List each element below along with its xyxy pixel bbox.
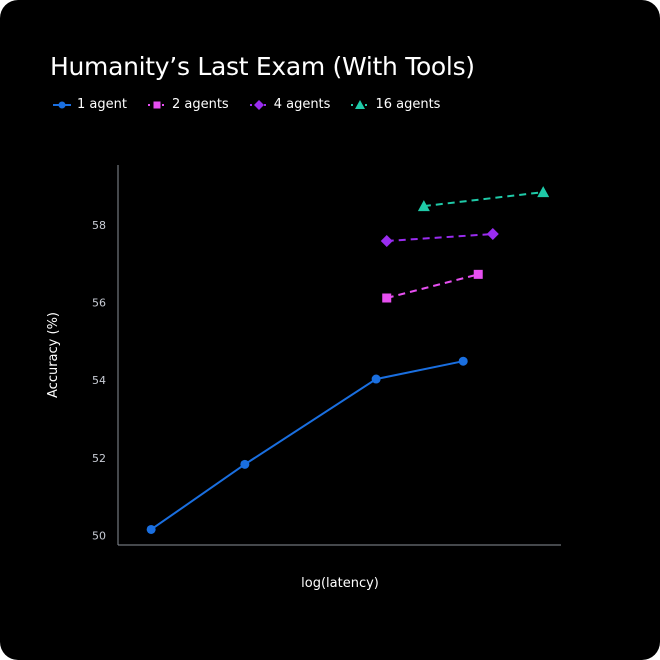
legend-item: 16 agents: [350, 97, 440, 112]
y-tick-label: 54: [92, 374, 106, 387]
data-point: [537, 186, 550, 198]
chart-title: Humanity’s Last Exam (With Tools): [50, 52, 475, 81]
data-point: [146, 524, 156, 534]
legend-label: 16 agents: [375, 97, 441, 112]
legend-item: 2 agents: [147, 97, 229, 112]
series-line: [423, 191, 544, 208]
series-4-agents: [380, 228, 499, 247]
series-line: [150, 360, 464, 531]
legend-label: 4 agents: [273, 97, 331, 112]
data-point: [380, 235, 393, 247]
data-point: [473, 269, 483, 279]
series-2-agents: [382, 269, 483, 303]
legend: 1 agent 2 agents 4 agents 16 agents: [52, 97, 440, 112]
data-point: [458, 356, 468, 366]
y-tick-label: 58: [92, 219, 106, 232]
series-line: [386, 233, 493, 242]
x-axis-label: log(latency): [301, 576, 379, 591]
legend-triangle-icon: [351, 99, 370, 109]
y-tick-label: 50: [92, 529, 106, 542]
legend-item: 4 agents: [249, 97, 331, 112]
series-1-agent: [146, 356, 468, 534]
data-point: [417, 200, 430, 212]
series-line: [386, 273, 479, 299]
y-axis-label: Accuracy (%): [46, 312, 61, 398]
legend-item: 1 agent: [52, 97, 127, 112]
legend-square-icon: [147, 101, 166, 108]
legend-label: 1 agent: [77, 97, 127, 112]
data-point: [371, 374, 381, 384]
data-point: [486, 228, 499, 241]
y-tick-label: 56: [92, 297, 106, 310]
series-16-agents: [417, 186, 550, 212]
data-point: [240, 459, 250, 469]
data-point: [382, 293, 392, 303]
legend-label: 2 agents: [171, 97, 229, 112]
legend-circle-icon: [53, 101, 71, 108]
y-tick-label: 52: [92, 452, 106, 465]
legend-diamond-icon: [249, 99, 268, 110]
